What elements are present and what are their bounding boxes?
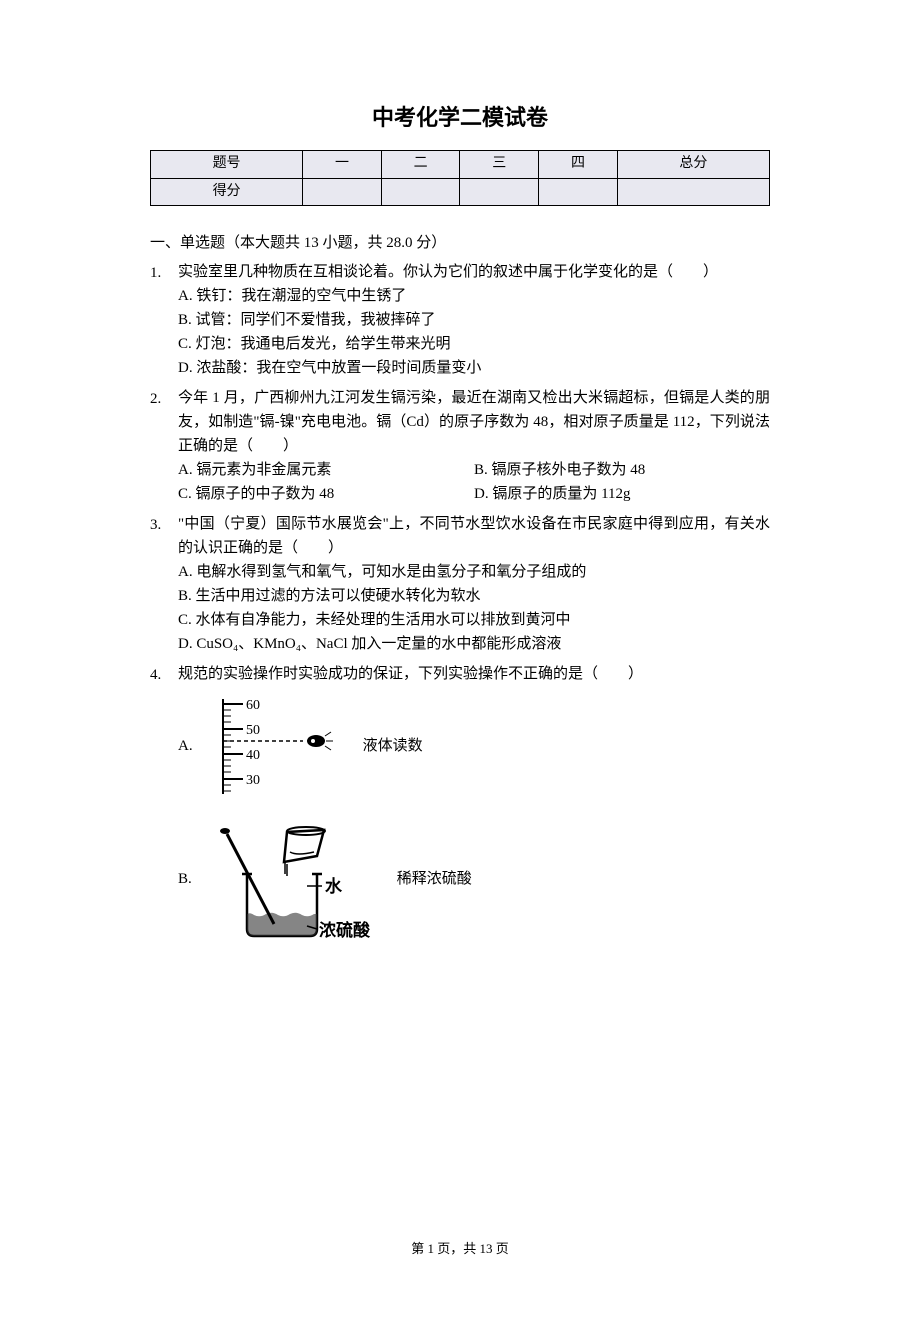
score-table: 题号 一 二 三 四 总分 得分 [150,150,770,206]
question-number: 3. [150,512,178,537]
question-number: 2. [150,386,178,411]
table-cell: 二 [381,151,460,178]
question-number: 1. [150,260,178,285]
scale-60: 60 [246,698,260,713]
dilute-acid-diagram: 水 浓硫酸 [212,814,377,944]
page-footer: 第 1 页，共 13 页 [150,1239,770,1260]
option-c: C. 水体有自净能力，未经处理的生活用水可以排放到黄河中 [178,608,770,632]
table-cell: 得分 [151,178,303,205]
option-b: B. 镉原子核外电子数为 48 [474,458,770,482]
option-letter: A. [178,734,193,758]
table-cell: 总分 [617,151,769,178]
option-a: A. 电解水得到氢气和氧气，可知水是由氢分子和氧分子组成的 [178,560,770,584]
question-stem: 规范的实验操作时实验成功的保证，下列实验操作不正确的是（ ） [178,662,770,686]
acid-label: 浓硫酸 [319,920,371,940]
option-a-label: 液体读数 [363,734,423,758]
question-number: 4. [150,662,178,687]
option-a-row: A. 60 50 40 [178,694,770,799]
eye-icon [307,735,325,747]
option-a: A. 铁钉：我在潮湿的空气中生锈了 [178,284,770,308]
scale-50: 50 [246,723,260,738]
option-d: D. 浓盐酸：我在空气中放置一段时间质量变小 [178,356,770,380]
table-cell: 题号 [151,151,303,178]
question-stem: 今年 1 月，广西柳州九江河发生镉污染，最近在湖南又检出大米镉超标，但镉是人类的… [178,386,770,458]
section-header: 一、单选题（本大题共 13 小题，共 28.0 分） [150,231,770,255]
table-cell: 一 [303,151,382,178]
question-2: 2. 今年 1 月，广西柳州九江河发生镉污染，最近在湖南又检出大米镉超标，但镉是… [150,386,770,506]
question-stem: 实验室里几种物质在互相谈论着。你认为它们的叙述中属于化学变化的是（ ） [178,260,770,284]
cylinder-reading-diagram: 60 50 40 30 [213,694,343,799]
table-cell [539,178,618,205]
option-a: A. 镉元素为非金属元素 [178,458,474,482]
table-cell [460,178,539,205]
question-1: 1. 实验室里几种物质在互相谈论着。你认为它们的叙述中属于化学变化的是（ ） A… [150,260,770,380]
table-cell [617,178,769,205]
option-b: B. 试管：同学们不爱惜我，我被摔碎了 [178,308,770,332]
scale-40: 40 [246,748,260,763]
table-cell: 三 [460,151,539,178]
table-row: 题号 一 二 三 四 总分 [151,151,770,178]
scale-30: 30 [246,773,260,788]
table-cell: 四 [539,151,618,178]
option-b: B. 生活中用过滤的方法可以使硬水转化为软水 [178,584,770,608]
option-c: C. 灯泡：我通电后发光，给学生带来光明 [178,332,770,356]
question-4: 4. 规范的实验操作时实验成功的保证，下列实验操作不正确的是（ ） A. 60 … [150,662,770,959]
option-b-label: 稀释浓硫酸 [397,867,472,891]
exam-title: 中考化学二模试卷 [150,100,770,135]
water-label: 水 [325,876,343,896]
question-stem: "中国（宁夏）国际节水展览会"上，不同节水型饮水设备在市民家庭中得到应用，有关水… [178,512,770,560]
option-d: D. 镉原子的质量为 112g [474,482,770,506]
question-3: 3. "中国（宁夏）国际节水展览会"上，不同节水型饮水设备在市民家庭中得到应用，… [150,512,770,656]
option-d: D. CuSO₄、KMnO₄、NaCl 加入一定量的水中都能形成溶液 [178,632,770,656]
table-cell [303,178,382,205]
option-c: C. 镉原子的中子数为 48 [178,482,474,506]
table-cell [381,178,460,205]
option-b-row: B. 水 浓硫酸 [178,814,770,944]
table-row: 得分 [151,178,770,205]
option-letter: B. [178,867,192,891]
